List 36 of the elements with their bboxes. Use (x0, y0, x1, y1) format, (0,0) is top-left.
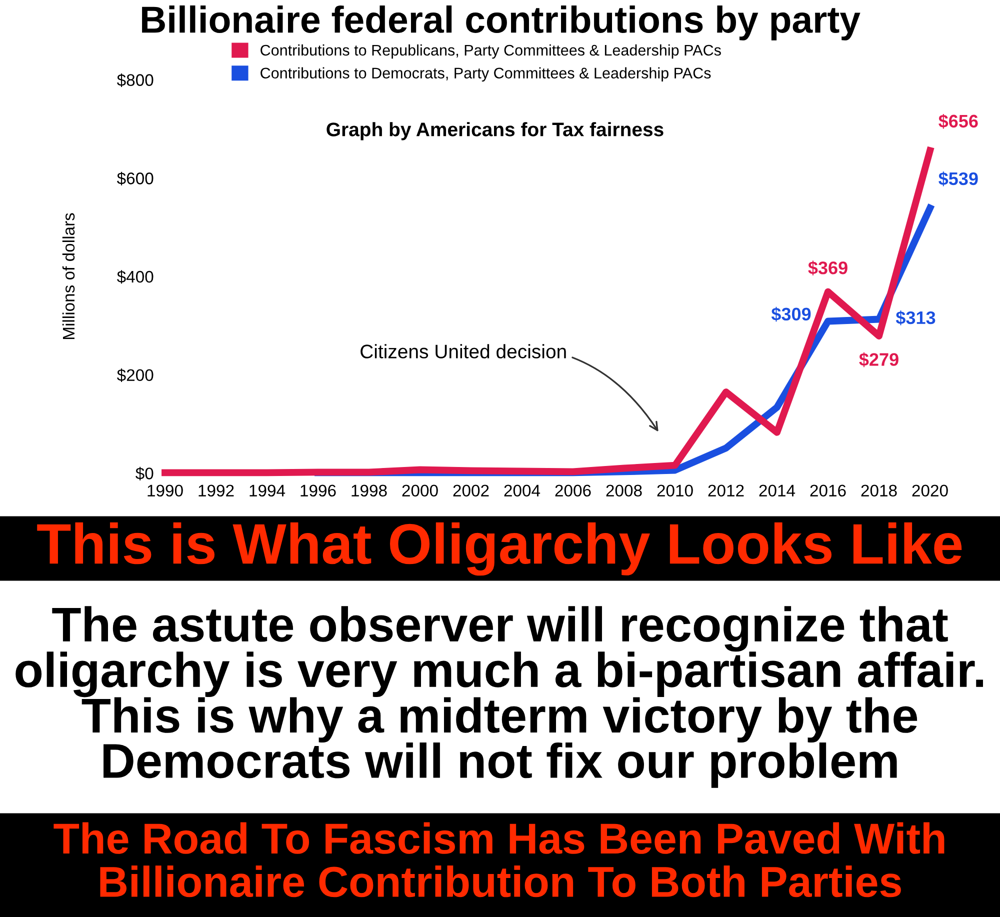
y-tick-label: $400 (116, 270, 154, 284)
data-label: $309 (771, 306, 811, 322)
chart-title: Billionaire federal contributions by party (142, 5, 860, 40)
x-tick-label: 2010 (657, 484, 693, 497)
legend-label: Contributions to Republicans, Party Committees & Leadership PACs (260, 44, 721, 59)
text: This is What Oligarchy Looks Like (37, 522, 962, 576)
data-label: $279 (859, 352, 898, 368)
data-label: $369 (808, 260, 848, 276)
x-tick-label: 2012 (708, 484, 744, 497)
legend-label: Contributions to Democrats, Party Committees & Leadership PACs (260, 67, 711, 82)
x-tick-label: 2018 (861, 484, 897, 497)
x-tick-label: 2006 (555, 484, 591, 497)
y-tick-label: $0 (136, 466, 154, 480)
y-tick-label: $600 (116, 172, 154, 186)
x-tick-label: 1996 (300, 484, 336, 497)
x-tick-label: 2004 (504, 484, 540, 497)
text: The astute observer will recognize that oligarchy is very much a bi-partisan affair. This is why a midterm victory by the Democrats will not fix our problem (16, 606, 983, 788)
x-tick-label: 2000 (402, 484, 438, 497)
x-tick-label: 2014 (759, 484, 796, 497)
data-label: $656 (938, 114, 978, 129)
x-tick-label: 2020 (912, 484, 948, 497)
annotation: Citizens United decision (360, 344, 566, 358)
x-tick-label: 1998 (352, 484, 387, 497)
annotation: Graph by Americans for Tax fairness (326, 122, 664, 140)
x-tick-label: 2008 (606, 484, 642, 497)
x-tick-label: 1994 (250, 484, 286, 497)
y-tick-label: $200 (116, 368, 154, 382)
x-tick-label: 2016 (810, 484, 846, 497)
x-tick-label: 2002 (453, 484, 489, 497)
data-label: $313 (896, 310, 936, 326)
y-axis-title: Millions of dollars (62, 213, 75, 340)
x-tick-label: 1990 (148, 484, 183, 497)
text: The Road To Fascism Has Been Paved With Billionaire Contribution To Both Parties (54, 822, 944, 898)
x-tick-label: 1992 (198, 484, 234, 497)
y-tick-label: $800 (116, 73, 154, 87)
data-label: $539 (938, 172, 978, 186)
